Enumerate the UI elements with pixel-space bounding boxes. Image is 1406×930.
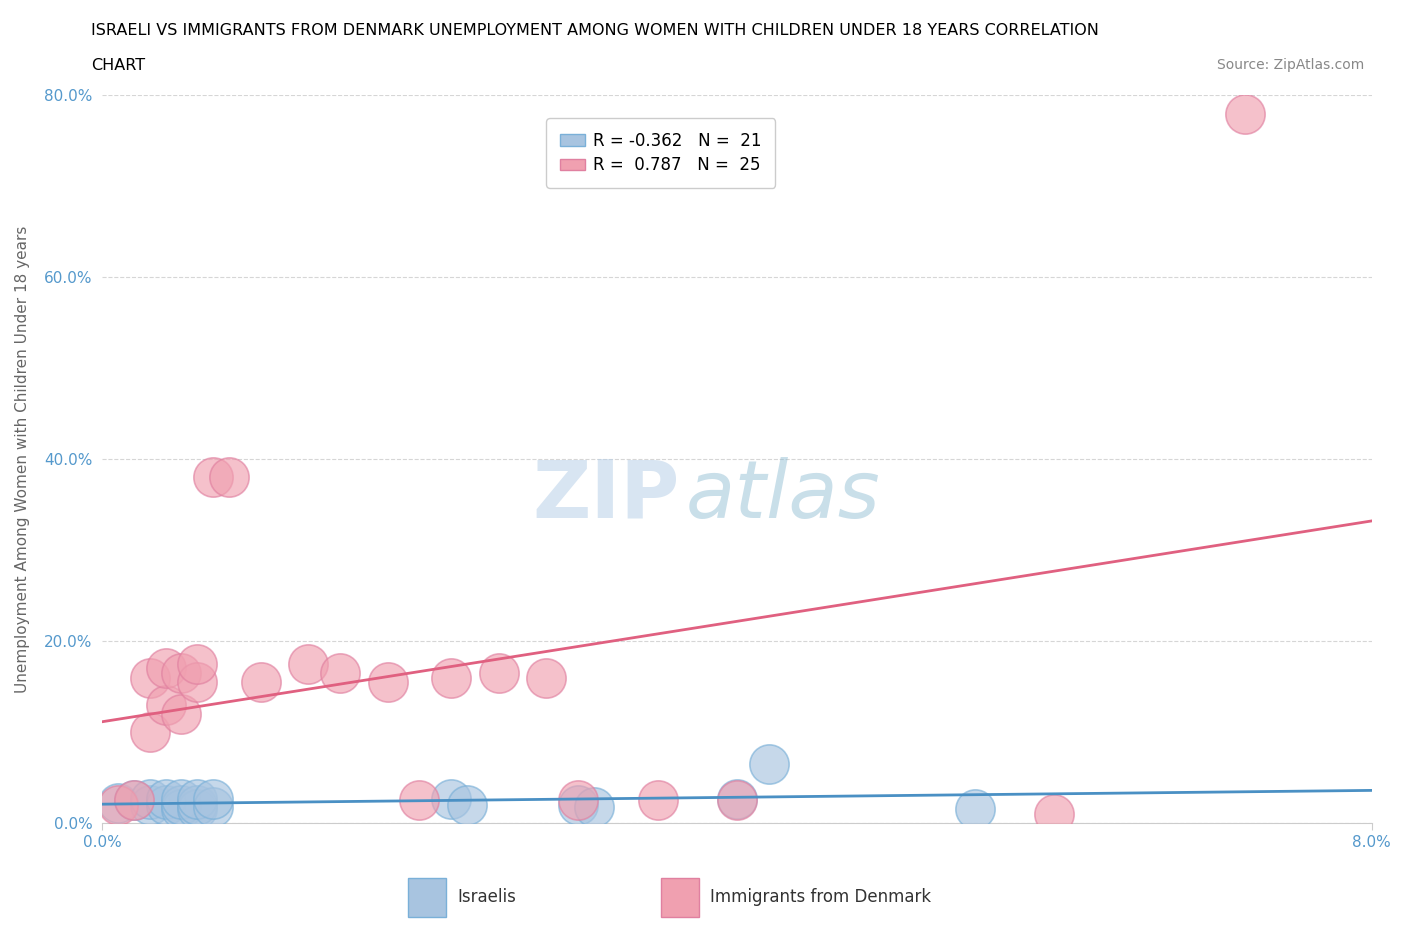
Point (186, 657, 208, 671)
Point (155, 698, 177, 712)
Point (170, 666, 193, 681)
Point (758, 756, 780, 771)
Point (186, 674, 208, 689)
Point (155, 797, 177, 812)
Point (725, 792, 748, 807)
Point (440, 671, 463, 685)
Point (567, 797, 589, 812)
Point (155, 661, 177, 676)
Point (202, 799, 225, 814)
Point (377, 674, 399, 689)
Point (138, 797, 160, 812)
Point (725, 793, 748, 808)
Text: ISRAELI VS IMMIGRANTS FROM DENMARK UNEMPLOYMENT AMONG WOMEN WITH CHILDREN UNDER : ISRAELI VS IMMIGRANTS FROM DENMARK UNEMP… (91, 23, 1099, 38)
Point (408, 793, 430, 808)
Point (170, 797, 193, 812)
Point (249, 674, 271, 689)
Point (1233, 106, 1256, 121)
Point (567, 793, 589, 808)
Point (186, 792, 208, 807)
Point (186, 797, 208, 812)
Point (1043, 806, 1066, 821)
Point (138, 671, 160, 685)
Point (440, 792, 463, 807)
Point (202, 792, 225, 807)
Point (170, 792, 193, 807)
Point (122, 793, 145, 808)
Text: Israelis: Israelis (457, 888, 516, 907)
Point (107, 797, 129, 812)
Bar (661, 878, 700, 917)
Text: ZIP: ZIP (533, 457, 679, 535)
Point (155, 792, 177, 807)
Point (170, 802, 193, 817)
Point (963, 802, 986, 817)
Point (329, 666, 352, 681)
Point (488, 666, 510, 681)
Point (297, 657, 319, 671)
Bar (408, 878, 447, 917)
Legend: R = -0.362   N =  21, R =  0.787   N =  25: R = -0.362 N = 21, R = 0.787 N = 25 (547, 118, 775, 188)
Point (186, 802, 208, 817)
Point (583, 799, 606, 814)
Point (218, 470, 240, 485)
Point (456, 797, 478, 812)
Point (138, 724, 160, 739)
Text: CHART: CHART (91, 58, 145, 73)
Point (536, 671, 558, 685)
Text: atlas: atlas (686, 457, 880, 535)
Text: Immigrants from Denmark: Immigrants from Denmark (710, 888, 931, 907)
Point (647, 793, 669, 808)
Point (170, 707, 193, 722)
Text: Source: ZipAtlas.com: Source: ZipAtlas.com (1216, 58, 1364, 72)
Point (107, 796, 129, 811)
Point (122, 793, 145, 808)
Point (202, 470, 225, 485)
Y-axis label: Unemployment Among Women with Children Under 18 years: Unemployment Among Women with Children U… (15, 226, 30, 693)
Point (138, 792, 160, 807)
